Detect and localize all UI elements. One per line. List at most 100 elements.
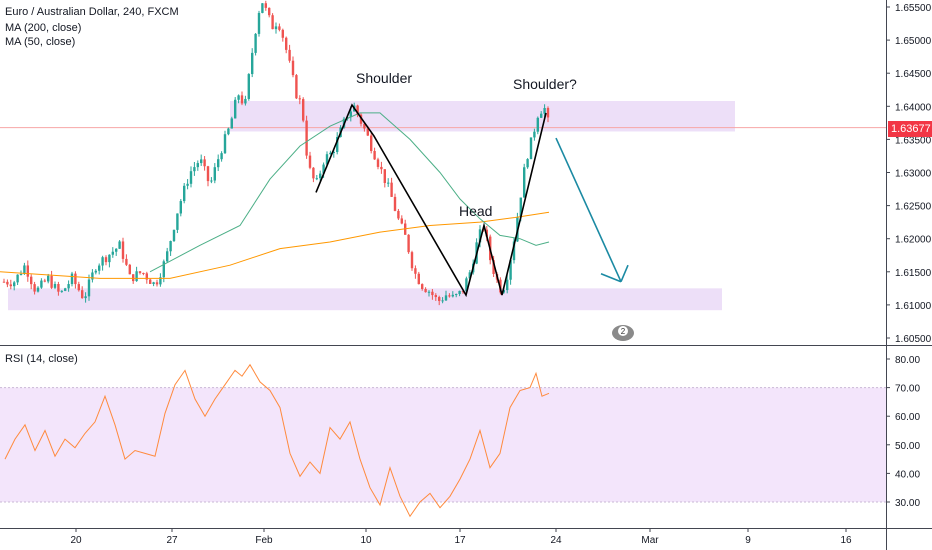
time-tick-label: Mar — [641, 535, 659, 546]
candle-body — [9, 284, 12, 287]
rsi-band — [0, 387, 886, 502]
candle-body — [74, 273, 77, 285]
candle-body — [77, 284, 80, 291]
candle-body — [268, 7, 271, 16]
candle-body — [2, 281, 6, 283]
candle-body — [424, 288, 427, 293]
candle-body — [108, 254, 111, 263]
candle-body — [251, 52, 254, 75]
candle-body — [213, 167, 216, 181]
candle-body — [349, 111, 352, 118]
candlestick-series — [2, 0, 550, 306]
candle-body — [526, 159, 529, 168]
candle-body — [135, 271, 138, 282]
candle-body — [125, 258, 128, 265]
candle-body — [23, 265, 26, 275]
candle-body — [220, 153, 223, 160]
candle-body — [81, 290, 84, 299]
candle-body — [145, 273, 148, 280]
candle-body — [407, 234, 410, 253]
left-shoulder-label: Shoulder — [356, 70, 413, 86]
candle-body — [230, 118, 233, 129]
candle-body — [210, 180, 213, 182]
candle-body — [67, 284, 70, 289]
candle-body — [523, 167, 526, 198]
time-tick-label: 17 — [454, 535, 466, 546]
candle-body — [53, 284, 57, 288]
candle-body — [533, 131, 536, 138]
candle-body — [118, 241, 121, 249]
price-tick-label: 1.64000 — [895, 102, 932, 113]
candle-body — [519, 197, 522, 218]
candle-body — [397, 210, 400, 219]
candle-body — [138, 271, 142, 273]
price-tick-label: 1.65000 — [895, 36, 932, 47]
candle-body — [458, 290, 461, 295]
candle-body — [308, 155, 312, 168]
candle-body — [332, 151, 335, 153]
candle-body — [271, 15, 274, 30]
candle-body — [329, 152, 332, 155]
candle-body — [359, 114, 363, 124]
time-tick-label: 9 — [745, 535, 751, 546]
time-tick-label: 27 — [166, 535, 178, 546]
candle-body — [159, 277, 162, 285]
candle-body — [43, 280, 46, 282]
candle-body — [441, 300, 444, 302]
candle-body — [149, 279, 152, 284]
candle-body — [529, 137, 533, 160]
projection-arrow-shaft — [555, 137, 622, 283]
candle-body — [94, 270, 97, 273]
price-tick-label: 1.64500 — [895, 69, 932, 80]
ma200-line — [0, 211, 550, 279]
head-label: Head — [459, 203, 493, 219]
candle-body — [322, 164, 325, 174]
candle-body — [295, 75, 298, 99]
time-tick-label: Feb — [255, 535, 273, 546]
candle-body — [461, 290, 465, 292]
time-tick-label: 20 — [70, 535, 82, 546]
candle-body — [278, 26, 281, 30]
candle-body — [128, 264, 131, 275]
price-tick-label: 1.63500 — [895, 135, 932, 146]
candle-body — [509, 260, 512, 280]
candle-body — [40, 280, 43, 288]
candle-body — [104, 257, 108, 263]
ma50-legend: MA (50, close) — [5, 36, 76, 48]
ma50-line — [149, 112, 550, 273]
price-tick-label: 1.62000 — [895, 235, 932, 246]
candle-body — [421, 284, 424, 289]
candle-body — [288, 49, 291, 61]
candle-body — [101, 257, 104, 266]
candle-body — [50, 275, 53, 288]
candle-body — [172, 229, 176, 242]
candle-body — [16, 274, 19, 283]
candle-body — [536, 117, 539, 132]
candle-body — [291, 60, 295, 76]
ma200-legend: MA (200, close) — [5, 22, 82, 34]
candle-body — [414, 268, 417, 274]
news-badge-icon[interactable]: 2 — [611, 322, 635, 344]
candle-body — [19, 274, 23, 276]
candle-body — [444, 295, 448, 301]
candle-body — [176, 213, 179, 230]
candle-body — [315, 178, 318, 180]
time-tick-label: 24 — [550, 535, 562, 546]
candle-body — [387, 182, 390, 184]
candle-body — [186, 183, 189, 186]
candle-body — [502, 290, 505, 293]
candle-body — [438, 297, 441, 301]
candle-body — [155, 282, 159, 285]
candle-body — [223, 134, 227, 154]
candle-body — [448, 295, 451, 297]
candle-body — [465, 278, 468, 292]
news-badge-count: 2 — [621, 327, 626, 336]
candle-body — [234, 99, 237, 119]
candle-body — [512, 241, 516, 261]
candle-body — [264, 3, 267, 8]
candle-body — [506, 279, 509, 291]
projection-arrow-head-right — [620, 264, 629, 283]
candle-body — [193, 167, 196, 172]
candle-body — [240, 95, 244, 104]
candle-body — [47, 275, 50, 282]
